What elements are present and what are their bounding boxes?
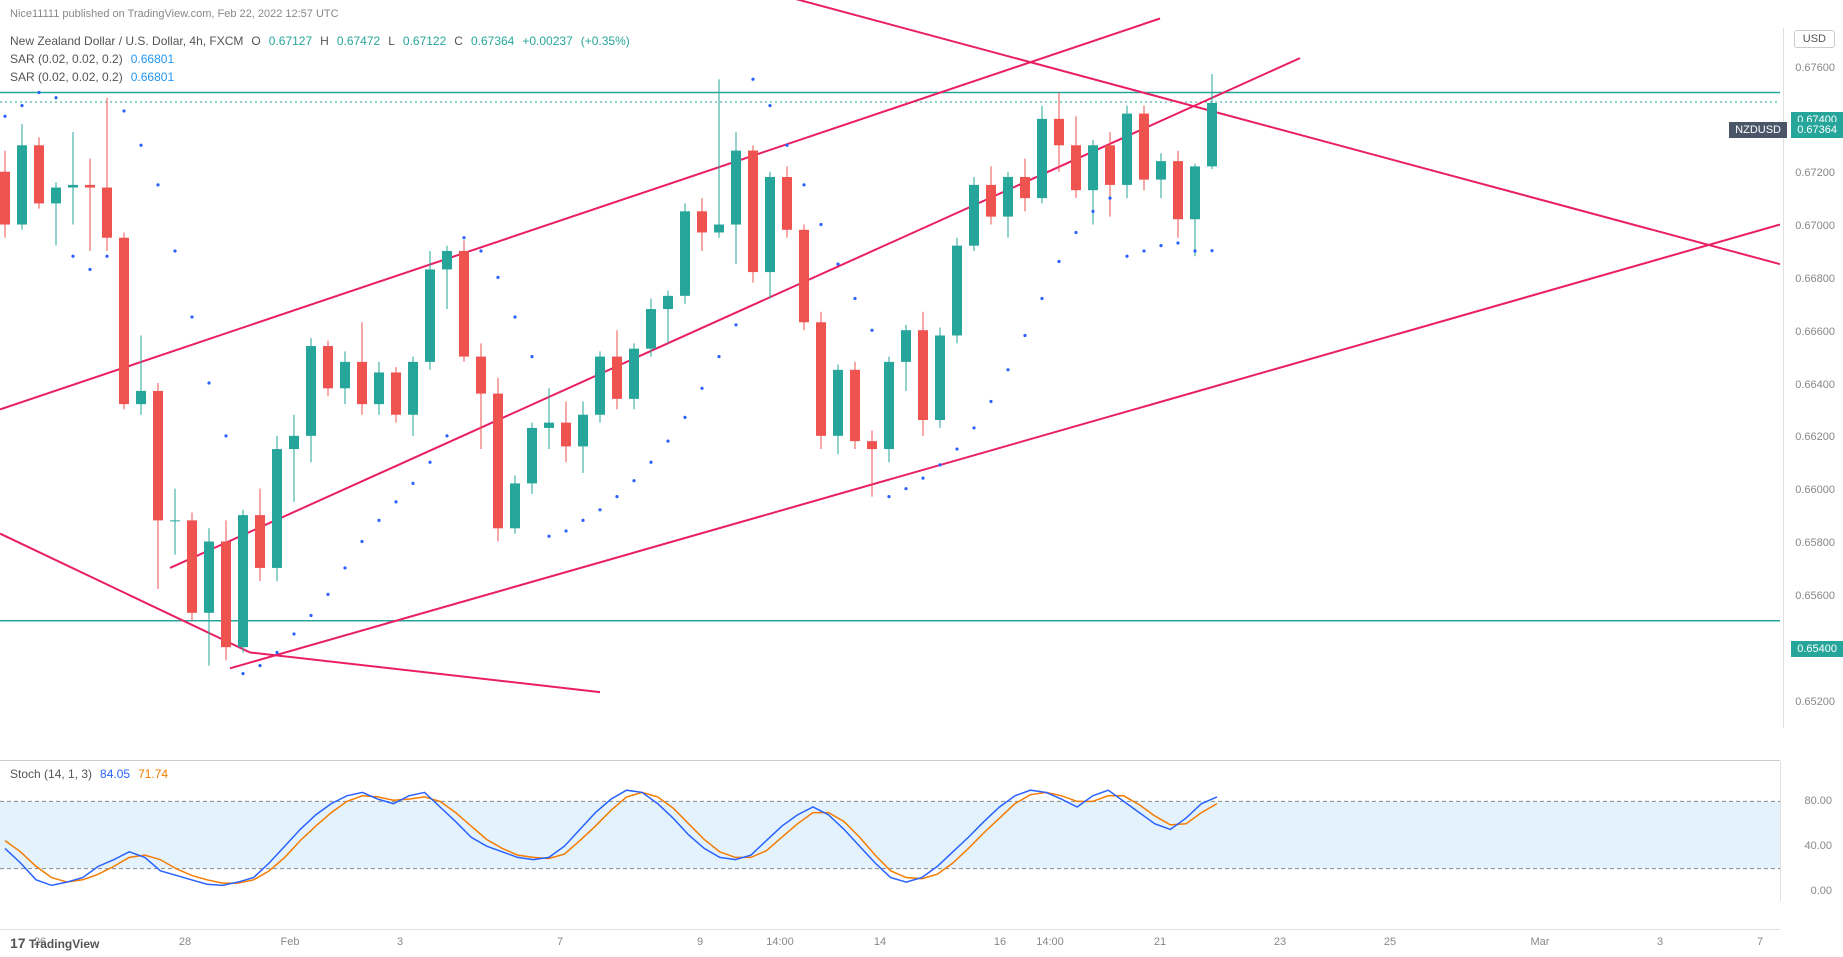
stoch-d-value: 71.74 bbox=[138, 767, 168, 781]
price-badge: 0.67364 bbox=[1791, 122, 1843, 138]
stoch-label: Stoch (14, 1, 3) bbox=[10, 767, 92, 781]
y-tick: 0.65800 bbox=[1795, 537, 1835, 549]
stoch-panel[interactable]: Stoch (14, 1, 3) 84.05 71.74 80.0040.000… bbox=[0, 760, 1780, 900]
y-tick: 0.65600 bbox=[1795, 590, 1835, 602]
stoch-svg bbox=[0, 761, 1780, 901]
x-tick: 25 bbox=[1384, 936, 1396, 948]
y-tick: 0.66400 bbox=[1795, 379, 1835, 391]
y-tick: 0.67600 bbox=[1795, 62, 1835, 74]
y-tick: 0.66000 bbox=[1795, 484, 1835, 496]
x-tick: 21 bbox=[1154, 936, 1166, 948]
x-tick: 3 bbox=[1657, 936, 1663, 948]
x-axis: 2628Feb37914:00141614:00212325Mar37 bbox=[0, 929, 1780, 957]
y-tick: 0.67000 bbox=[1795, 220, 1835, 232]
x-tick: 14:00 bbox=[1036, 936, 1064, 948]
x-tick: 7 bbox=[1757, 936, 1763, 948]
stoch-y-tick: 80.00 bbox=[1804, 795, 1832, 807]
x-tick: 9 bbox=[697, 936, 703, 948]
x-tick: 14:00 bbox=[766, 936, 794, 948]
y-tick: 0.65200 bbox=[1795, 696, 1835, 708]
x-tick: 3 bbox=[397, 936, 403, 948]
y-tick: 0.66600 bbox=[1795, 326, 1835, 338]
stoch-k-value: 84.05 bbox=[100, 767, 130, 781]
x-tick: 14 bbox=[874, 936, 886, 948]
x-tick: 7 bbox=[557, 936, 563, 948]
x-tick: Mar bbox=[1531, 936, 1550, 948]
symbol-price-badge: NZDUSD bbox=[1729, 122, 1787, 138]
y-tick: 0.67200 bbox=[1795, 167, 1835, 179]
price-badge: 0.65400 bbox=[1791, 641, 1843, 657]
tradingview-logo: 17 TradingView bbox=[10, 935, 99, 951]
stoch-y-axis: 80.00 40.00 0.00 bbox=[1780, 761, 1840, 901]
price-y-axis: 0.676000.674000.672000.670000.668000.666… bbox=[1783, 28, 1843, 728]
x-tick: 16 bbox=[994, 936, 1006, 948]
x-tick: 23 bbox=[1274, 936, 1286, 948]
stoch-y-tick: 0.00 bbox=[1811, 885, 1832, 897]
price-chart-svg[interactable] bbox=[0, 0, 1780, 700]
y-tick: 0.66200 bbox=[1795, 431, 1835, 443]
y-tick: 0.66800 bbox=[1795, 273, 1835, 285]
x-tick: 28 bbox=[179, 936, 191, 948]
x-tick: Feb bbox=[281, 936, 300, 948]
stoch-y-tick: 40.00 bbox=[1804, 840, 1832, 852]
